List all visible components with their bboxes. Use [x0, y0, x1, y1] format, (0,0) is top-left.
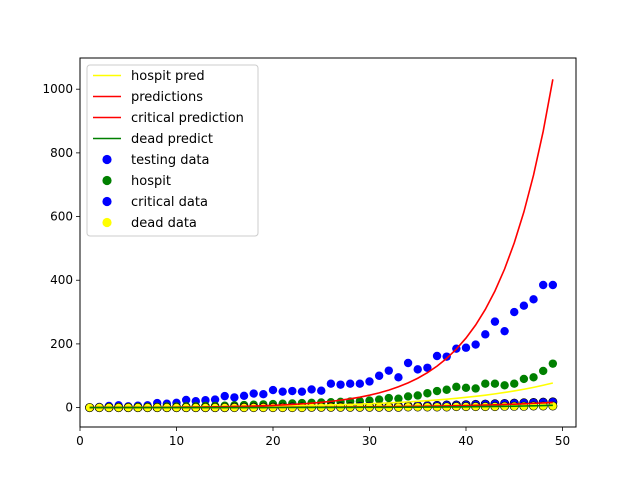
- y-tick-label: 1000: [42, 82, 73, 96]
- point-testing-data: [538, 280, 548, 290]
- point-hospit: [461, 383, 471, 393]
- point-hospit: [548, 359, 558, 368]
- point-hospit: [452, 382, 461, 392]
- point-hospit: [481, 379, 490, 388]
- legend-label: predictions: [131, 90, 203, 105]
- x-tick-label: 40: [458, 434, 473, 448]
- legend-marker-critical-data: [102, 196, 112, 207]
- point-testing-data: [220, 391, 229, 401]
- point-testing-data: [336, 380, 345, 389]
- point-hospit: [403, 392, 413, 401]
- point-testing-data: [239, 391, 249, 400]
- point-testing-data: [403, 358, 413, 368]
- point-testing-data: [317, 386, 326, 395]
- legend-label: testing data: [131, 153, 209, 168]
- legend-label: dead data: [131, 216, 197, 231]
- legend-label: hospit pred: [131, 69, 205, 84]
- point-testing-data: [471, 340, 480, 349]
- point-testing-data: [288, 386, 297, 396]
- line-dead-predict: [89, 404, 553, 409]
- point-hospit: [538, 366, 548, 376]
- point-testing-data: [259, 390, 268, 399]
- point-testing-data: [374, 371, 384, 380]
- y-tick-label: 200: [50, 337, 73, 351]
- point-hospit: [500, 381, 509, 390]
- point-testing-data: [307, 385, 316, 394]
- point-testing-data: [423, 363, 432, 372]
- point-testing-data: [249, 389, 258, 398]
- x-tick-label: 10: [169, 434, 184, 448]
- point-hospit: [519, 374, 529, 384]
- point-hospit: [394, 394, 403, 403]
- point-testing-data: [481, 330, 490, 339]
- point-testing-data: [394, 373, 403, 382]
- point-hospit: [510, 379, 519, 388]
- point-hospit: [529, 373, 538, 382]
- point-testing-data: [210, 395, 220, 404]
- y-tick-label: 0: [65, 401, 73, 415]
- point-testing-data: [365, 377, 374, 386]
- point-testing-data: [413, 365, 422, 374]
- point-testing-data: [230, 393, 239, 402]
- axes-frame: [79, 57, 577, 428]
- point-testing-data: [345, 379, 355, 388]
- legend-label: critical data: [131, 195, 208, 210]
- legend-marker-testing-data: [102, 154, 112, 165]
- legend: hospit pred predictions critical predictio…: [86, 64, 259, 237]
- point-testing-data: [278, 387, 287, 396]
- point-testing-data: [355, 379, 365, 388]
- point-testing-data: [529, 295, 538, 304]
- point-hospit: [471, 384, 480, 393]
- x-tick-label: 50: [555, 434, 570, 448]
- point-hospit: [374, 395, 384, 404]
- point-testing-data: [548, 280, 558, 290]
- point-testing-data: [326, 379, 336, 388]
- legend-marker-dead-data: [102, 217, 112, 228]
- x-tick-label: 30: [362, 434, 377, 448]
- point-testing-data: [500, 326, 509, 336]
- point-testing-data: [384, 366, 393, 375]
- axes: 0 10 20 30 40 50 0 200 400 600 800 1000: [42, 82, 570, 448]
- point-hospit: [384, 393, 393, 403]
- point-hospit: [432, 386, 442, 396]
- y-tick-label: 800: [50, 146, 73, 160]
- point-testing-data: [490, 317, 500, 326]
- point-testing-data: [519, 301, 529, 310]
- point-hospit: [413, 391, 422, 400]
- point-testing-data: [461, 343, 471, 352]
- x-tick-label: 0: [76, 434, 84, 448]
- y-tick-label: 600: [50, 210, 73, 224]
- point-testing-data: [297, 387, 307, 396]
- legend-label: critical prediction: [131, 111, 244, 126]
- point-hospit: [490, 379, 500, 388]
- point-testing-data: [181, 395, 191, 405]
- plot-area: [85, 79, 558, 413]
- legend-marker-hospit: [102, 175, 112, 186]
- legend-label: dead predict: [131, 132, 213, 147]
- point-hospit: [442, 385, 451, 394]
- x-tick-label: 20: [265, 434, 280, 448]
- point-testing-data: [442, 352, 451, 361]
- legend-label: hospit: [131, 174, 171, 189]
- point-hospit: [423, 389, 432, 398]
- legend-box: [86, 64, 259, 237]
- point-testing-data: [510, 307, 519, 317]
- point-testing-data: [268, 385, 278, 395]
- point-testing-data: [432, 351, 442, 361]
- y-tick-label: 400: [50, 273, 73, 287]
